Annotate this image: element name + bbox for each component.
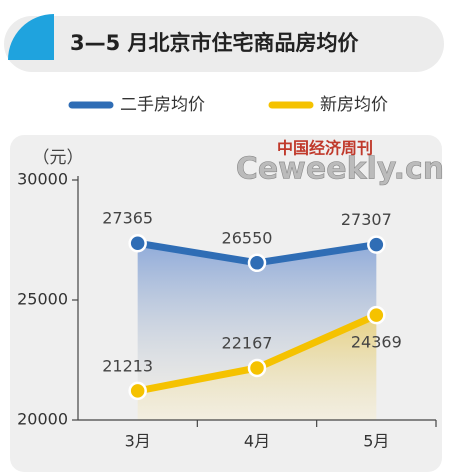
data-label: 22167 xyxy=(222,333,273,352)
chart-title: 3—5 月北京市住宅商品房均价 xyxy=(70,31,360,55)
watermark: 中国经济周刊 xyxy=(277,139,373,158)
data-label: 24369 xyxy=(351,333,402,352)
data-label: 27365 xyxy=(102,209,153,228)
x-tick-label: 4月 xyxy=(244,432,270,451)
watermark: Ceweekly.cn xyxy=(236,152,444,187)
area xyxy=(137,315,377,420)
x-tick-label: 3月 xyxy=(125,432,151,451)
point xyxy=(128,381,147,401)
x-tick-label: 5月 xyxy=(363,432,389,451)
point xyxy=(367,235,386,254)
legend-label: 二手房均价 xyxy=(120,95,205,115)
y-tick-label: 20000 xyxy=(17,410,68,429)
y-tick-label: 25000 xyxy=(17,290,68,309)
point xyxy=(247,253,267,273)
data-label: 26550 xyxy=(222,228,273,247)
data-label: 27307 xyxy=(341,210,392,229)
y-unit: （元） xyxy=(33,148,84,168)
point xyxy=(247,358,267,378)
title-icon xyxy=(8,14,54,60)
title-bar xyxy=(4,16,444,72)
point xyxy=(128,233,147,253)
legend-label: 新房均价 xyxy=(320,95,388,115)
data-label: 21213 xyxy=(102,356,153,375)
y-tick-label: 30000 xyxy=(17,170,68,189)
point xyxy=(367,305,386,325)
